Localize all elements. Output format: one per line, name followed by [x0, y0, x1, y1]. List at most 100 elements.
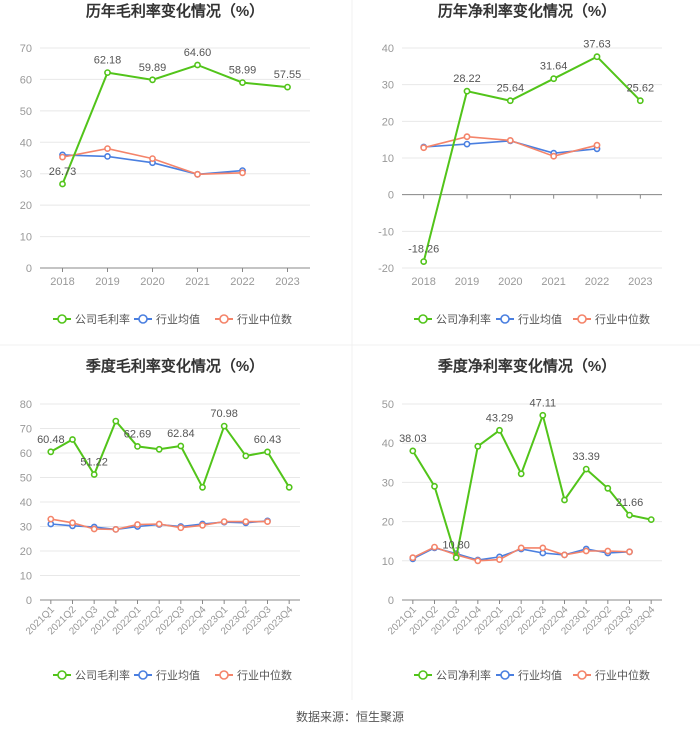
- y-tick-label: 40: [20, 137, 32, 149]
- data-point-company: [647, 516, 655, 523]
- data-point-company: [539, 411, 547, 419]
- data-point-company: [474, 442, 482, 450]
- legend-label: 行业中位数: [237, 312, 292, 326]
- chart-1: 历年毛利率变化情况（%） 0 10 20 30 40 50 60 70 2018 2019 2020 2…: [20, 2, 310, 326]
- data-label: 64.60: [184, 47, 212, 59]
- data-point-median: [194, 170, 201, 178]
- series-line-company: [422, 55, 642, 262]
- y-tick-label: 20: [382, 517, 394, 529]
- series-line-company: [50, 419, 291, 490]
- y-tick-label: 50: [382, 399, 394, 411]
- y-tick-label: 0: [388, 595, 394, 607]
- legend-marker-company: [57, 670, 67, 680]
- legend-marker-company: [418, 314, 428, 324]
- legend-label: 公司净利率: [436, 312, 491, 326]
- data-point-company: [284, 83, 291, 91]
- data-point-median: [134, 521, 141, 528]
- data-point-median: [550, 152, 558, 160]
- data-point-avg: [104, 152, 111, 160]
- data-point-company: [452, 554, 460, 562]
- y-tick-label: 30: [382, 477, 394, 489]
- data-label: 26.73: [49, 166, 77, 178]
- data-point-median: [539, 544, 547, 552]
- y-tick-label: 80: [20, 399, 32, 411]
- y-tick-label: 20: [20, 546, 32, 558]
- x-tick-label: 2022: [230, 276, 254, 288]
- data-point-median: [431, 543, 438, 551]
- data-point-median: [420, 144, 428, 152]
- y-tick-label: 0: [388, 190, 394, 202]
- legend-marker-avg: [500, 314, 510, 324]
- y-tick-label: 10: [20, 232, 32, 244]
- y-tick-label: 20: [382, 116, 394, 128]
- data-point-avg: [463, 140, 471, 148]
- data-point-company: [155, 445, 163, 453]
- x-tick-label: 2018: [411, 276, 435, 288]
- data-point-company: [264, 448, 271, 456]
- legend-label: 行业均值: [518, 669, 562, 682]
- y-tick-label: 50: [20, 473, 32, 485]
- data-label: 43.29: [486, 412, 514, 424]
- data-label: 47.11: [529, 397, 556, 409]
- data-point-median: [220, 518, 228, 525]
- data-point-median: [177, 524, 185, 532]
- x-tick-label: 2020: [140, 276, 164, 288]
- data-point-company: [149, 76, 156, 84]
- x-tick-label: 2018: [50, 276, 74, 288]
- series-line-company: [61, 63, 288, 185]
- x-tick-label: 2019: [95, 276, 119, 288]
- y-tick-label: -10: [378, 226, 394, 238]
- data-point-company: [194, 61, 201, 69]
- y-tick-label: 30: [20, 522, 32, 534]
- data-label: 70.98: [210, 408, 238, 420]
- legend-label: 公司毛利率: [75, 668, 130, 682]
- legend-marker-median: [219, 670, 229, 680]
- y-tick-label: 60: [20, 448, 32, 460]
- y-tick-label: -20: [378, 263, 394, 275]
- data-point-median: [604, 547, 612, 555]
- data-point-company: [420, 258, 428, 265]
- data-point-median: [69, 519, 76, 527]
- legend-label: 行业均值: [156, 669, 200, 682]
- y-tick-label: 70: [20, 424, 32, 436]
- data-point-median: [239, 169, 246, 177]
- data-point-median: [199, 521, 206, 529]
- data-point-median: [59, 153, 66, 161]
- y-tick-label: 20: [20, 200, 32, 212]
- data-point-median: [90, 525, 98, 533]
- data-point-median: [242, 518, 250, 525]
- data-point-median: [496, 556, 503, 563]
- y-tick-label: 10: [382, 153, 394, 165]
- legend-marker-avg: [138, 670, 148, 680]
- data-source-footer: 数据来源：恒生聚源: [295, 710, 404, 724]
- y-tick-label: 40: [382, 43, 394, 55]
- data-label: 62.69: [124, 428, 152, 440]
- data-point-company: [47, 448, 55, 456]
- data-point-company: [90, 471, 98, 478]
- y-tick-label: 30: [382, 80, 394, 92]
- data-label: 59.89: [139, 62, 167, 74]
- x-tick-label: 2022: [585, 276, 609, 288]
- y-tick-label: 10: [382, 556, 394, 568]
- x-tick-label: 2023: [275, 276, 299, 288]
- x-tick-label: 2023: [628, 276, 652, 288]
- data-point-company: [177, 442, 185, 450]
- y-tick-label: 50: [20, 106, 32, 118]
- data-point-company: [550, 75, 558, 83]
- data-point-company: [69, 436, 76, 443]
- data-label: 37.63: [583, 39, 611, 51]
- data-point-median: [517, 544, 525, 552]
- data-label: 51.22: [80, 457, 108, 469]
- data-point-company: [561, 496, 568, 504]
- chart-title: 季度净利率变化情况（%）: [438, 357, 616, 375]
- data-point-median: [47, 515, 55, 523]
- data-label: 28.22: [453, 73, 481, 85]
- data-point-median: [626, 548, 633, 556]
- data-point-median: [593, 141, 601, 149]
- series-line-company: [411, 411, 652, 558]
- data-point-company: [463, 87, 471, 95]
- data-point-median: [506, 136, 514, 144]
- data-label: 62.18: [94, 55, 122, 67]
- data-point-company: [199, 483, 206, 491]
